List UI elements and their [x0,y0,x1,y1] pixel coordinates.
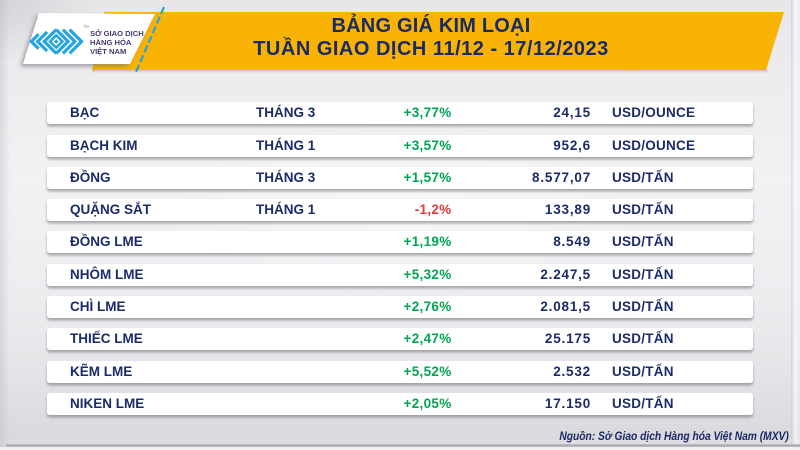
svg-text:VIỆT NAM: VIỆT NAM [90,47,126,56]
svg-text:TM: TM [83,24,90,29]
svg-text:SỞ GIAO DỊCH: SỞ GIAO DỊCH [90,29,144,38]
svg-text:HÀNG HÓA: HÀNG HÓA [90,38,132,47]
